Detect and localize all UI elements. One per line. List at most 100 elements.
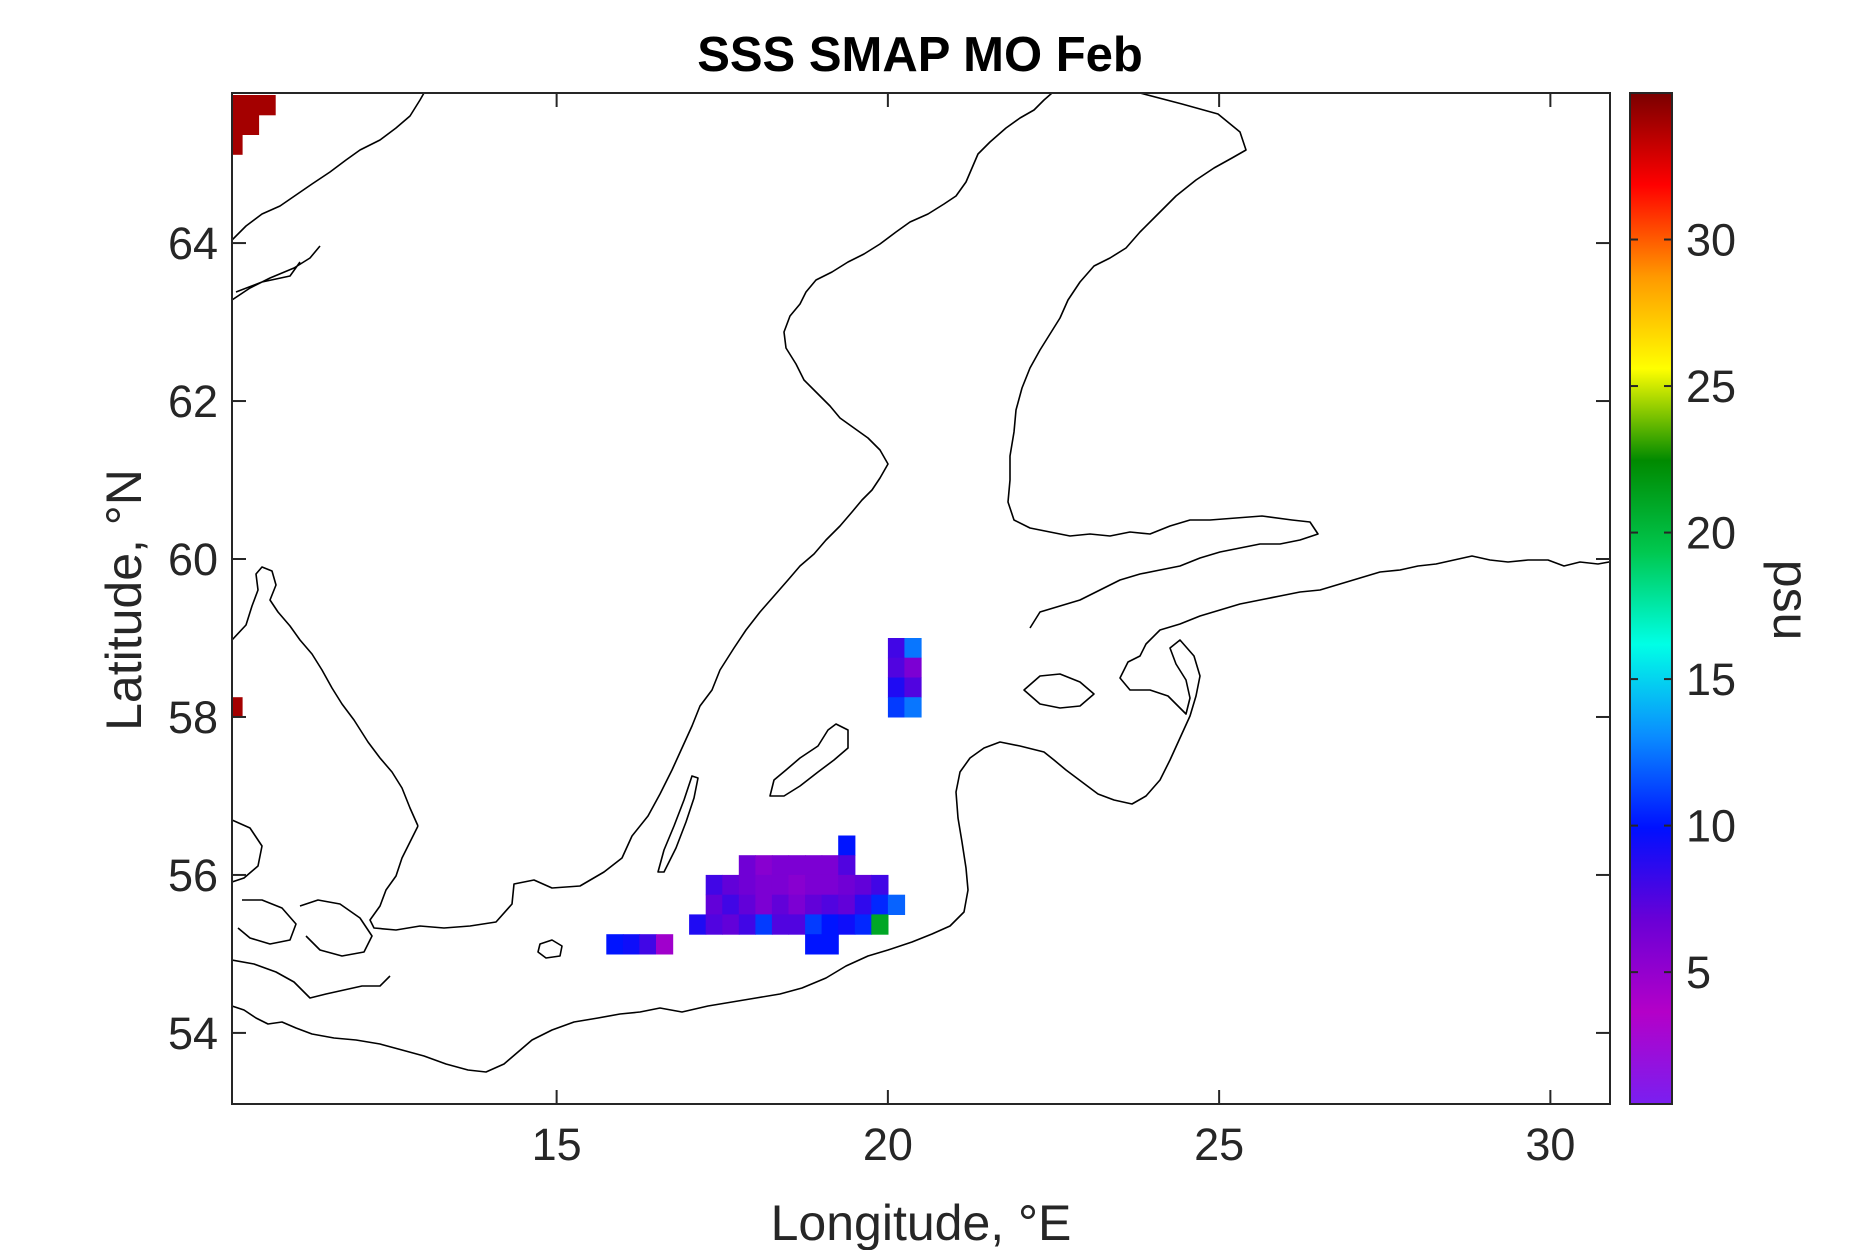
salinity-cell	[788, 914, 806, 935]
y-tick-label: 64	[168, 218, 218, 269]
salinity-cell	[639, 934, 657, 955]
salinity-cell	[871, 894, 889, 915]
salinity-cell	[738, 855, 756, 876]
salinity-cell	[771, 855, 790, 876]
salinity-cell	[788, 874, 806, 896]
colorbar-tick-label: 30	[1686, 215, 1736, 266]
y-tick-label: 54	[168, 1008, 218, 1059]
salinity-cell	[722, 894, 740, 915]
salinity-cell	[738, 874, 756, 896]
salinity-cell	[755, 894, 773, 915]
colorbar-tick-label: 15	[1686, 654, 1736, 705]
salinity-cell	[241, 95, 260, 116]
coastline-baltics	[232, 555, 1610, 1073]
salinity-cell	[821, 894, 839, 915]
salinity-cell	[738, 914, 756, 935]
x-tick-label: 15	[532, 1119, 582, 1170]
coastlines	[232, 93, 1610, 1073]
chart-title: SSS SMAP MO Feb	[697, 28, 1143, 82]
salinity-cell	[871, 874, 889, 896]
coastline-gotland	[769, 723, 849, 797]
colorbar-tick-label: 10	[1686, 801, 1736, 852]
salinity-cell	[887, 697, 906, 718]
y-tick-label: 60	[168, 534, 218, 585]
salinity-cell	[838, 914, 856, 935]
salinity-cell	[887, 894, 906, 915]
colorbar-label: psu	[1763, 560, 1819, 641]
salinity-cell	[821, 855, 839, 876]
salinity-cell	[871, 914, 889, 935]
salinity-cell	[788, 894, 806, 915]
salinity-cell	[755, 914, 773, 935]
salinity-cell	[821, 874, 839, 896]
salinity-cell	[805, 894, 823, 915]
y-ticks: 54 56 58 60 62 64	[168, 218, 1610, 1059]
salinity-cell	[904, 697, 922, 718]
salinity-cell	[854, 874, 872, 896]
salinity-cell	[805, 914, 823, 935]
salinity-cell	[722, 914, 740, 935]
salinity-cell	[232, 697, 243, 718]
salinity-cell	[854, 894, 872, 915]
x-tick-label: 20	[863, 1119, 913, 1170]
salinity-cell	[258, 95, 276, 116]
salinity-cell	[904, 638, 922, 659]
salinity-cell	[705, 894, 723, 915]
coastline-saaremaa	[1023, 673, 1095, 709]
x-ticks: 15 20 25 30	[532, 93, 1575, 1170]
salinity-cell	[805, 855, 823, 876]
salinity-cell	[805, 874, 823, 896]
salinity-cell	[821, 934, 839, 955]
salinity-cell	[771, 914, 790, 935]
colorbar-tick-label: 25	[1686, 361, 1736, 412]
salinity-cell	[887, 657, 906, 678]
salinity-cell	[722, 874, 740, 896]
map-background	[232, 93, 1610, 1104]
salinity-cell	[232, 114, 243, 135]
salinity-cell	[904, 657, 922, 678]
salinity-cell	[887, 638, 906, 659]
salinity-cell	[838, 855, 856, 876]
salinity-cell	[232, 134, 243, 155]
salinity-cell	[738, 894, 756, 915]
x-tick-label: 30	[1525, 1119, 1575, 1170]
salinity-cell	[838, 894, 856, 915]
salinity-cell	[838, 874, 856, 896]
y-tick-label: 62	[168, 376, 218, 427]
coastline-denmark	[232, 819, 391, 999]
map-area	[232, 93, 1610, 1104]
salinity-cell	[241, 114, 260, 135]
axes: 15 20 25 30 54 56 58 60 62 64	[168, 92, 1611, 1170]
salinity-cell	[854, 914, 872, 935]
y-axis-label: Latitude, °N	[96, 469, 152, 731]
salinity-cell	[771, 874, 790, 896]
coastline-bornholm	[537, 939, 563, 959]
salinity-cell	[705, 914, 723, 935]
salinity-cell	[805, 934, 823, 955]
salinity-cell	[904, 677, 922, 698]
salinity-cell	[606, 934, 624, 955]
salinity-cell	[771, 894, 790, 915]
salinity-cell	[788, 855, 806, 876]
salinity-cell	[622, 934, 641, 955]
salinity-cell	[821, 914, 839, 935]
coastline-sweden	[369, 93, 1053, 931]
salinity-cell	[656, 934, 674, 955]
colorbar-ticks: 5 10 15 20 25 30	[1630, 215, 1736, 998]
colorbar: 5 10 15 20 25 30 psu	[1629, 92, 1819, 1105]
y-tick-label: 56	[168, 850, 218, 901]
y-tick-label: 58	[168, 692, 218, 743]
x-axis-label: Longitude, °E	[771, 1195, 1072, 1250]
salinity-cell	[689, 914, 707, 935]
colorbar-tick-label: 5	[1686, 947, 1711, 998]
coastline-norway	[232, 93, 425, 827]
coastline-oland	[657, 775, 699, 873]
salinity-cell	[705, 874, 723, 896]
colorbar-tick-label: 20	[1686, 508, 1736, 559]
salinity-cell	[755, 874, 773, 896]
salinity-cell	[232, 95, 243, 116]
salinity-cells	[232, 95, 922, 955]
colorbar-gradient	[1629, 92, 1673, 1105]
x-tick-label: 25	[1194, 1119, 1244, 1170]
